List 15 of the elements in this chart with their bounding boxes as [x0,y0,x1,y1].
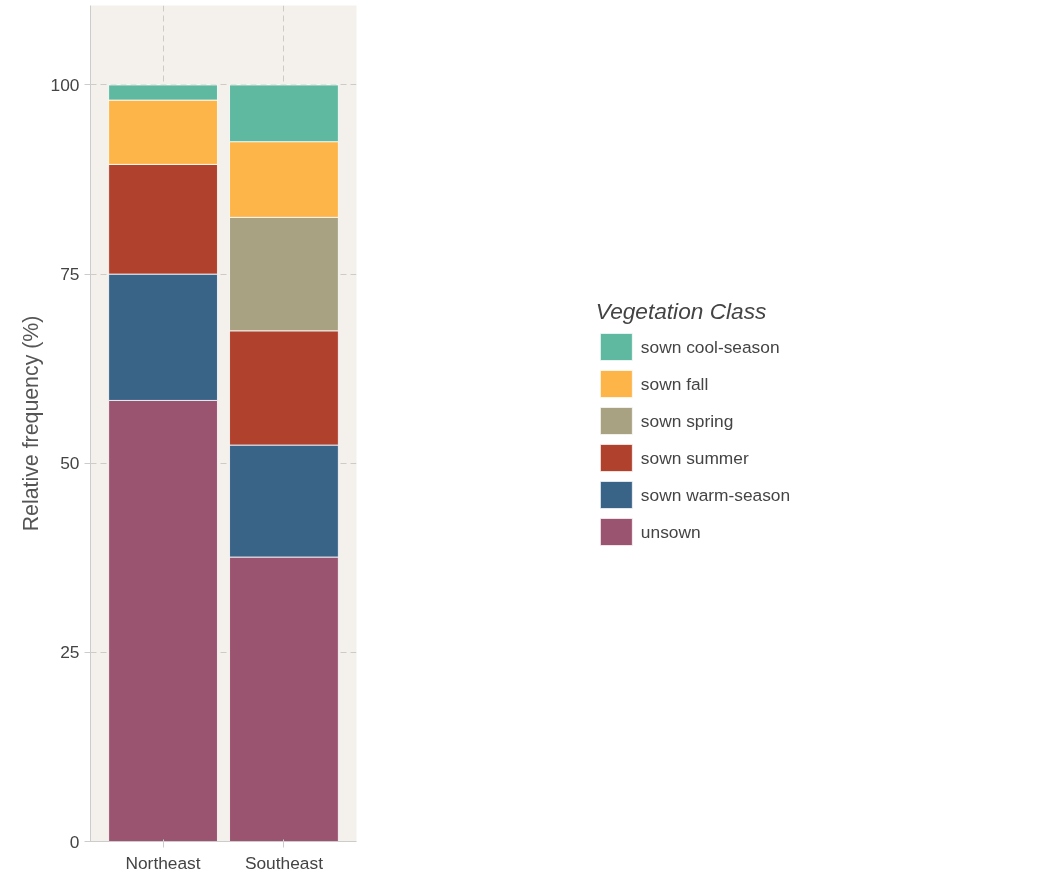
y-axis-title: Relative frequency (%) [18,315,43,532]
y-tick-label: 100 [50,74,80,95]
legend-label: sown fall [640,373,709,394]
y-tick-label: 50 [60,453,80,474]
y-tick-label: 75 [60,264,80,285]
legend-label: unsown [640,521,701,542]
x-tick-label: Southeast [244,852,324,873]
x-tick-label: Northeast [125,852,201,873]
y-tick-label: 0 [69,831,80,852]
legend-label: sown cool-season [640,336,780,357]
legend-label: sown warm-season [640,484,791,505]
y-tick-label: 25 [60,642,80,663]
legend-label: sown spring [640,410,734,431]
legend-label: sown summer [640,447,749,468]
legend-title: Vegetation Class [595,297,768,325]
